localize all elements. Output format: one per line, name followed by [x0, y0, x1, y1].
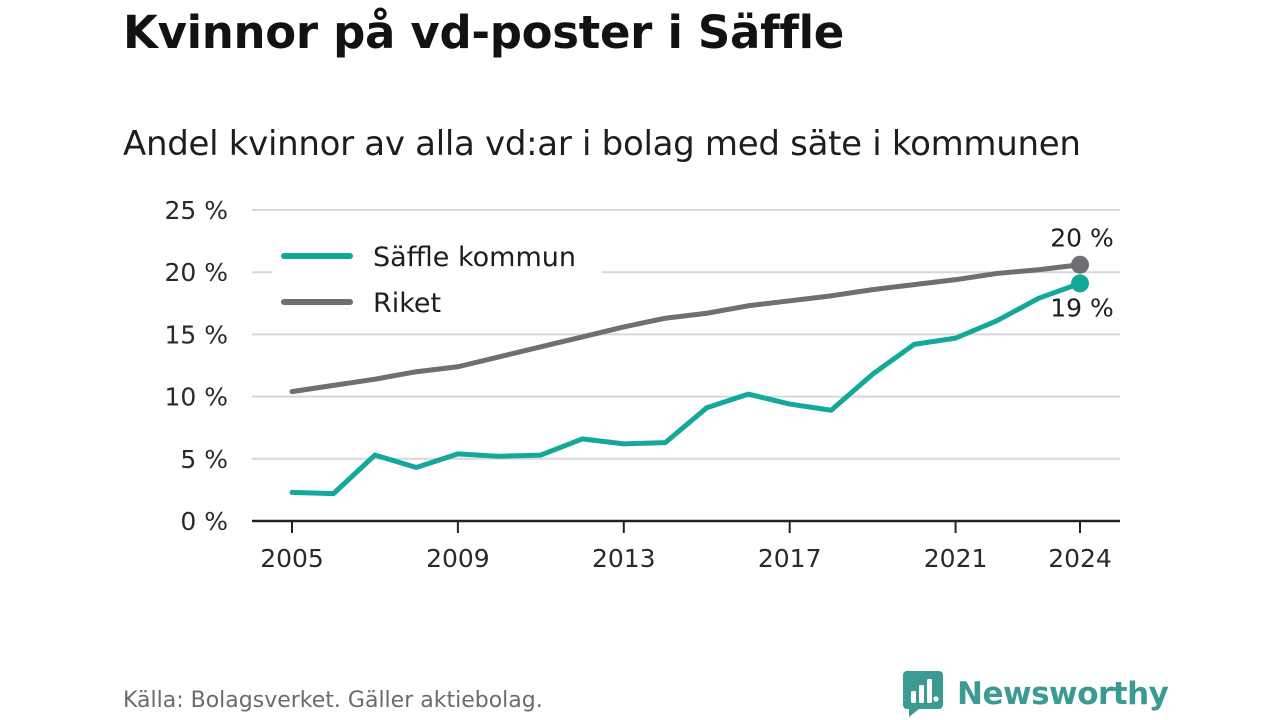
newsworthy-logo-icon — [903, 671, 943, 717]
series-line-saffle — [289, 280, 1083, 497]
x-tick-label: 2021 — [924, 544, 988, 573]
x-tick-label: 2013 — [592, 544, 656, 573]
series-line-riket — [289, 262, 1083, 395]
y-tick-label: 0 % — [180, 507, 228, 536]
legend-background — [272, 232, 602, 328]
y-tick-label: 20 % — [164, 258, 228, 287]
legend-label: Säffle kommun — [373, 242, 576, 273]
x-tick-label: 2017 — [758, 544, 822, 573]
x-tick-label: 2005 — [260, 544, 324, 573]
y-tick-label: 25 % — [164, 196, 228, 225]
end-label-saffle: 19 % — [1050, 293, 1114, 322]
end-label-riket: 20 % — [1050, 224, 1114, 253]
source-note: Källa: Bolagsverket. Gäller aktiebolag. — [123, 688, 543, 713]
legend-label: Riket — [373, 288, 441, 319]
series-endpoint-saffle — [1071, 274, 1089, 293]
chart-title: Kvinnor på vd-poster i Säffle — [123, 6, 845, 59]
x-tick-label: 2009 — [426, 544, 490, 573]
newsworthy-logo: Newsworthy — [903, 670, 1169, 718]
chart-subtitle: Andel kvinnor av alla vd:ar i bolag med … — [123, 124, 1081, 164]
x-tick-label: 2024 — [1048, 544, 1112, 573]
series-endpoint-riket — [1071, 255, 1089, 274]
brand-name: Newsworthy — [957, 676, 1169, 712]
y-tick-label: 10 % — [164, 383, 228, 412]
y-tick-label: 5 % — [180, 445, 228, 474]
y-tick-label: 15 % — [164, 320, 228, 349]
